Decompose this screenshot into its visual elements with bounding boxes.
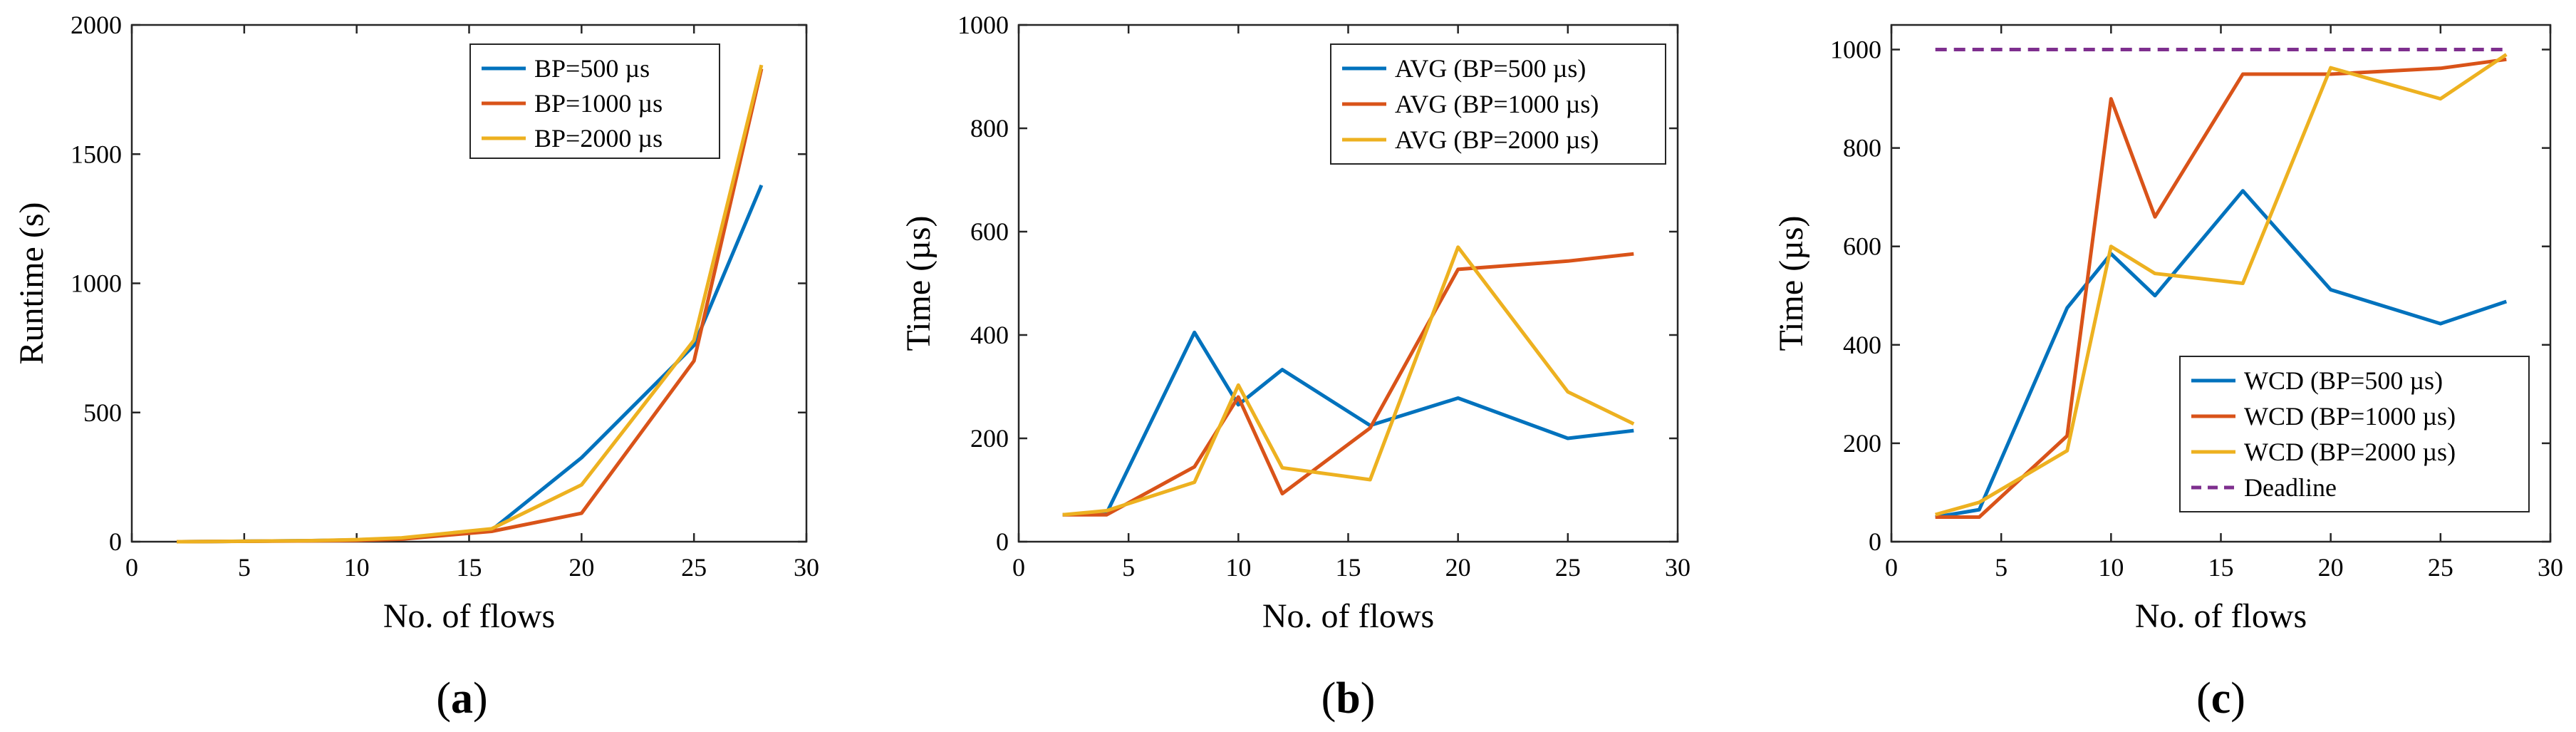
panel-c-legend-label-wcd-bp-500-us: WCD (BP=500 µs) xyxy=(2244,366,2443,395)
panel-c: 0 5 10 15 20 25 30 0 200 400 600 800 1000 No. of flow… xyxy=(1772,24,2563,723)
panel-c-xtick-label: 25 xyxy=(2428,553,2453,582)
panel-a-xtick-label: 30 xyxy=(794,553,819,582)
panel-c-ylabel: Time (µs) xyxy=(1772,216,1810,351)
panel-c-ytick-label: 1000 xyxy=(1830,36,1881,64)
panel-c-legend-label-wcd-bp-1000-us: WCD (BP=1000 µs) xyxy=(2244,402,2456,431)
panel-c-ytick-label: 800 xyxy=(1843,134,1881,163)
panel-b-xtick-label: 5 xyxy=(1122,553,1135,582)
panel-c-series-wcd-bp-2000-us xyxy=(1935,53,2508,517)
panel-c-ytick-label: 600 xyxy=(1843,232,1881,261)
panel-a-ytick-label: 500 xyxy=(83,398,122,427)
panel-a-xtick-label: 15 xyxy=(457,553,482,582)
panel-b-legend-box xyxy=(1330,43,1666,165)
panel-b-legend-label-avg-bp-500-us: AVG (BP=500 µs) xyxy=(1395,54,1586,83)
panel-a-xlabel: No. of flows xyxy=(383,597,555,635)
panel-c-legend-label-deadline: Deadline xyxy=(2244,473,2337,502)
panel-a-legend-label-bp-2000-us: BP=2000 µs xyxy=(534,124,663,153)
panel-c-label: (c) xyxy=(2196,674,2245,723)
panel-b-ylabel: Time (µs) xyxy=(900,216,938,351)
panel-b-series-avg-bp-2000-us xyxy=(1062,245,1635,517)
panel-c-xtick-label: 20 xyxy=(2318,553,2344,582)
panel-b-ytick-label: 800 xyxy=(970,114,1009,143)
panel-a-xtick-label: 25 xyxy=(681,553,707,582)
panel-c-series-wcd-bp-1000-us xyxy=(1935,57,2507,519)
panel-b-legend: AVG (BP=500 µs) AVG (BP=1000 µs) AVG (BP=2… xyxy=(1330,43,1666,165)
panel-b-series-avg-bp-1000-us xyxy=(1062,252,1634,517)
panel-c-xtick-label: 0 xyxy=(1885,553,1898,582)
panel-a-ytick-label: 0 xyxy=(109,527,122,556)
panel-b-xtick-label: 0 xyxy=(1012,553,1025,582)
panel-b-ytick-label: 600 xyxy=(970,217,1009,246)
panel-a-legend: BP=500 µs BP=1000 µs BP=2000 µs xyxy=(469,43,720,159)
panel-c-legend: WCD (BP=500 µs) WCD (BP=1000 µs) WCD (BP=2… xyxy=(2179,356,2530,512)
panel-b-label: (b) xyxy=(1321,674,1376,723)
panel-c-xtick-label: 5 xyxy=(1995,553,2008,582)
panel-c-legend-label-wcd-bp-2000-us: WCD (BP=2000 µs) xyxy=(2244,438,2456,466)
panel-a-xtick-label: 5 xyxy=(238,553,251,582)
panel-b-ytick-label: 1000 xyxy=(957,11,1009,39)
panel-c-xlabel: No. of flows xyxy=(2135,597,2307,635)
panel-c-xtick-label: 30 xyxy=(2538,553,2563,582)
panel-a-series-bp-2000-us xyxy=(177,64,764,544)
panel-a-ytick-label: 1000 xyxy=(71,269,122,298)
panel-a-legend-label-bp-500-us: BP=500 µs xyxy=(534,54,650,83)
panel-a-xtick-label: 10 xyxy=(344,553,370,582)
panel-a-legend-label-bp-1000-us: BP=1000 µs xyxy=(534,89,663,118)
panel-a: 0 5 10 15 20 25 30 0 500 1000 1500 2000 No. of flows… xyxy=(13,11,819,723)
panel-c-ytick-label: 0 xyxy=(1869,527,1881,556)
panel-b-legend-label-avg-bp-2000-us: AVG (BP=2000 µs) xyxy=(1395,125,1599,154)
panel-c-xtick-label: 15 xyxy=(2208,553,2234,582)
panel-b-series-avg-bp-500-us xyxy=(1062,330,1634,517)
panel-c-ytick-label: 200 xyxy=(1843,429,1881,458)
panel-a-ylabel: Runtime (s) xyxy=(13,202,51,365)
panel-b-xtick-label: 10 xyxy=(1225,553,1251,582)
panel-a-xtick-label: 0 xyxy=(125,553,138,582)
panel-b-xtick-label: 25 xyxy=(1555,553,1581,582)
panel-a-ytick-label: 2000 xyxy=(71,11,122,39)
panel-b-xtick-label: 15 xyxy=(1336,553,1361,582)
panel-c-xtick-label: 10 xyxy=(2098,553,2124,582)
panel-a-label: (a) xyxy=(436,674,487,723)
panel-b-xtick-label: 20 xyxy=(1445,553,1471,582)
panel-c-ytick-label: 400 xyxy=(1843,331,1881,359)
panel-b-ytick-label: 400 xyxy=(970,321,1009,349)
panel-b-xlabel: No. of flows xyxy=(1262,597,1434,635)
panel-b-ytick-label: 0 xyxy=(996,527,1009,556)
panel-b-xtick-label: 30 xyxy=(1665,553,1690,582)
panel-a-ytick-label: 1500 xyxy=(71,140,122,168)
panel-c-legend-box xyxy=(2179,356,2530,512)
panel-b-ytick-label: 200 xyxy=(970,424,1009,453)
panel-c-series-wcd-bp-500-us xyxy=(1935,189,2508,519)
panel-a-xtick-label: 20 xyxy=(568,553,594,582)
panel-b-legend-label-avg-bp-1000-us: AVG (BP=1000 µs) xyxy=(1395,90,1599,118)
panel-b: 0 5 10 15 20 25 30 0 200 400 600 800 1000 No. of flow… xyxy=(900,11,1690,723)
